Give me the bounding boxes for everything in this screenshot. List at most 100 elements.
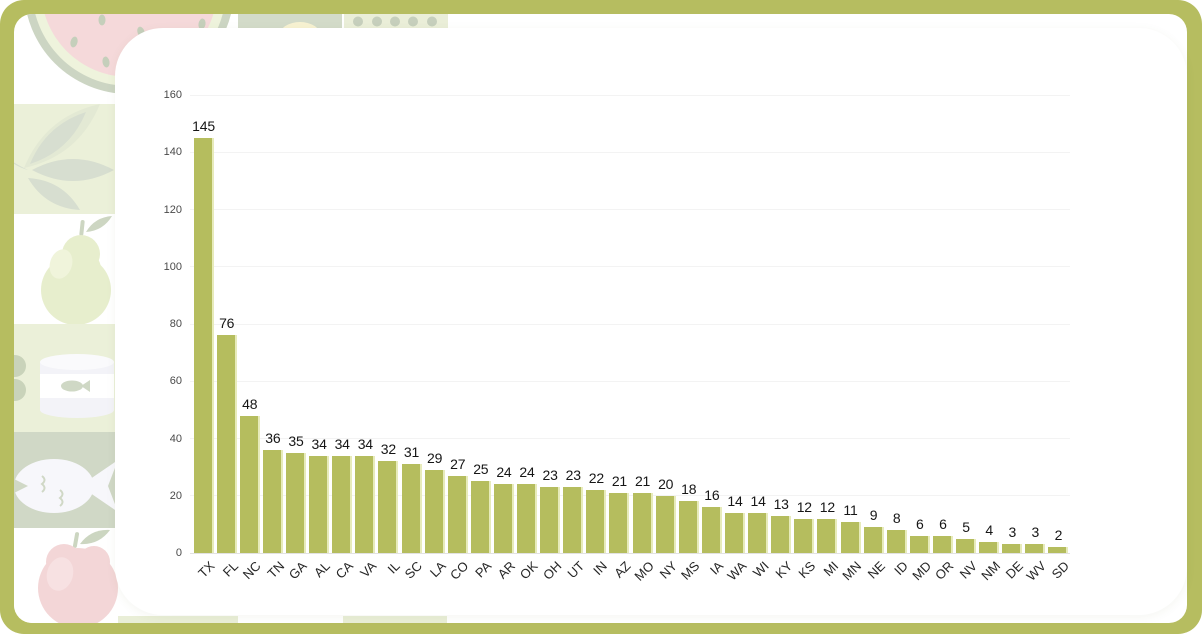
- bar-value-label: 34: [334, 435, 350, 452]
- gridline: [190, 94, 1070, 96]
- bar-value-label: 8: [892, 510, 901, 527]
- x-axis-label: TX: [195, 558, 218, 581]
- x-axis-label: ID: [890, 558, 911, 579]
- pear-icon: [14, 214, 122, 328]
- x-axis-label: WA: [723, 558, 749, 584]
- bar-DE: [1002, 544, 1023, 553]
- bar-MN: [840, 521, 861, 553]
- x-axis-label: MN: [839, 558, 865, 584]
- bar-value-label: 2: [1054, 527, 1063, 544]
- bar-value-label: 23: [565, 467, 581, 484]
- x-axis-label: AR: [494, 558, 518, 582]
- bar-SD: [1048, 547, 1069, 553]
- bar-value-label: 14: [727, 492, 743, 509]
- bar-MI: [817, 518, 838, 553]
- gridline: [190, 151, 1070, 153]
- bar-ID: [886, 530, 907, 553]
- x-axis-label: OR: [932, 558, 957, 583]
- bar-KY: [771, 515, 792, 553]
- bar-NY: [655, 495, 676, 553]
- x-axis-label: KS: [795, 558, 819, 582]
- x-axis-label: AZ: [610, 558, 634, 581]
- bar-value-label: 31: [403, 444, 420, 461]
- bar-value-label: 18: [681, 481, 697, 498]
- bar-AR: [493, 484, 514, 553]
- bar-MO: [632, 492, 653, 553]
- x-axis-label: SD: [1048, 558, 1073, 582]
- bar-MS: [678, 501, 699, 553]
- bar-MD: [909, 535, 930, 553]
- y-axis-label: 0: [175, 547, 182, 559]
- y-axis-label: 40: [169, 432, 182, 445]
- bar-AZ: [609, 492, 630, 553]
- bar-value-label: 3: [1031, 524, 1040, 541]
- bar-WA: [724, 512, 745, 553]
- bar-value-label: 20: [658, 475, 674, 492]
- bar-IL: [378, 461, 399, 553]
- x-axis-label: AL: [311, 558, 333, 581]
- bar-value-label: 6: [916, 515, 924, 532]
- bar-value-label: 23: [542, 467, 558, 484]
- gridline: [190, 209, 1070, 210]
- y-axis-label: 140: [163, 146, 182, 159]
- x-axis-label: NY: [656, 558, 680, 582]
- bar-value-label: 9: [869, 507, 878, 524]
- bar-value-label: 13: [773, 495, 789, 512]
- bar-value-label: 25: [473, 461, 489, 478]
- bar-value-label: 35: [288, 432, 304, 449]
- bar-value-label: 21: [634, 472, 651, 489]
- bar-OK: [517, 484, 538, 553]
- bar-FL: [216, 335, 237, 553]
- orange-slice-icon: [118, 616, 238, 623]
- y-axis-label: 20: [169, 489, 182, 502]
- x-axis-label: SC: [402, 558, 426, 582]
- x-axis-label: OH: [539, 558, 565, 583]
- bar-TX: [193, 137, 214, 553]
- x-axis-label: NC: [239, 558, 264, 583]
- bar-value-label: 34: [357, 435, 373, 452]
- bar-value-label: 12: [819, 498, 835, 515]
- bar-CO: [447, 475, 468, 553]
- apple-icon: [14, 528, 122, 623]
- bar-value-label: 32: [380, 441, 396, 458]
- bar-value-label: 145: [192, 117, 215, 134]
- bar-PA: [470, 481, 491, 553]
- bar-NE: [863, 527, 884, 553]
- bar-VA: [355, 455, 376, 553]
- x-axis-label: CO: [447, 558, 472, 583]
- bar-NC: [239, 415, 260, 553]
- x-axis-label: DE: [1002, 558, 1027, 582]
- bottom-tile-strip: [343, 616, 447, 623]
- bar-SC: [401, 464, 422, 553]
- gridline: [190, 266, 1070, 268]
- leaves-icon: [14, 104, 122, 214]
- chart-card: 0 20 40 60 80 100 120 140 160 145 TX 76 FL 48 NC 36 TN 35…: [115, 28, 1187, 615]
- x-axis-label: TN: [263, 558, 287, 582]
- x-axis-label: WV: [1023, 558, 1050, 584]
- bar-value-label: 21: [611, 472, 628, 489]
- bar-KS: [794, 518, 815, 553]
- bar-OR: [932, 535, 953, 553]
- x-axis-label: MO: [631, 558, 657, 584]
- x-axis-label: IN: [590, 558, 611, 579]
- bar-TN: [262, 449, 283, 553]
- x-axis-label: MS: [678, 558, 703, 583]
- bar-value-label: 48: [242, 395, 258, 412]
- x-axis-label: NV: [956, 558, 980, 582]
- bar-NM: [979, 541, 1000, 553]
- bar-value-label: 36: [265, 429, 281, 446]
- bar-value-label: 12: [796, 498, 812, 515]
- bar-value-label: 34: [311, 435, 327, 452]
- bar-value-label: 22: [588, 470, 604, 487]
- y-axis-label: 160: [163, 89, 182, 101]
- bar-UT: [563, 487, 584, 553]
- bar-OH: [540, 487, 561, 553]
- x-axis-label: LA: [426, 558, 449, 581]
- bar-value-label: 29: [427, 449, 443, 466]
- bar-value-label: 24: [496, 464, 512, 481]
- x-axis-label: PA: [472, 558, 495, 581]
- bar-AL: [309, 455, 330, 553]
- bar-WV: [1025, 544, 1046, 553]
- x-axis-label: KY: [772, 558, 796, 582]
